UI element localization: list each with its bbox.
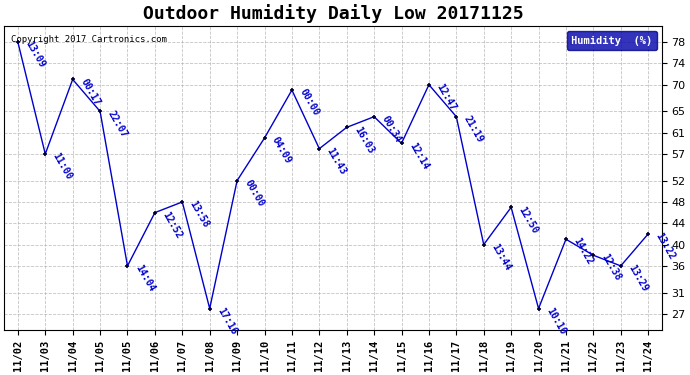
- Point: [478, 242, 489, 248]
- Text: 12:38: 12:38: [599, 252, 622, 283]
- Text: Copyright 2017 Cartronics.com: Copyright 2017 Cartronics.com: [11, 35, 166, 44]
- Text: 13:09: 13:09: [23, 39, 47, 70]
- Point: [204, 306, 215, 312]
- Text: 13:58: 13:58: [188, 199, 211, 230]
- Text: 13:22: 13:22: [653, 231, 677, 262]
- Point: [95, 108, 106, 114]
- Point: [232, 178, 243, 184]
- Point: [588, 252, 599, 258]
- Text: 21:19: 21:19: [462, 114, 485, 144]
- Point: [424, 82, 435, 88]
- Text: 16:03: 16:03: [353, 124, 375, 155]
- Point: [533, 306, 544, 312]
- Point: [341, 124, 352, 130]
- Point: [40, 151, 51, 157]
- Text: 14:04: 14:04: [133, 263, 157, 294]
- Text: 10:10: 10:10: [544, 306, 567, 336]
- Text: 00:17: 00:17: [78, 76, 101, 107]
- Text: 11:00: 11:00: [51, 151, 75, 182]
- Text: 12:50: 12:50: [517, 204, 540, 235]
- Text: 12:47: 12:47: [435, 82, 458, 112]
- Point: [177, 199, 188, 205]
- Point: [12, 39, 23, 45]
- Point: [642, 231, 653, 237]
- Text: 17:16: 17:16: [215, 306, 239, 336]
- Point: [67, 76, 78, 82]
- Text: 00:00: 00:00: [243, 178, 266, 208]
- Text: 12:52: 12:52: [161, 210, 184, 240]
- Point: [451, 114, 462, 120]
- Point: [259, 135, 270, 141]
- Text: 00:00: 00:00: [297, 87, 321, 118]
- Text: 11:43: 11:43: [325, 146, 348, 176]
- Point: [615, 263, 627, 269]
- Text: 22:07: 22:07: [106, 109, 129, 139]
- Point: [286, 87, 297, 93]
- Text: 13:44: 13:44: [489, 242, 513, 272]
- Point: [396, 140, 407, 146]
- Title: Outdoor Humidity Daily Low 20171125: Outdoor Humidity Daily Low 20171125: [143, 4, 523, 23]
- Point: [122, 263, 133, 269]
- Text: 13:29: 13:29: [627, 263, 650, 294]
- Point: [506, 204, 517, 210]
- Point: [149, 210, 160, 216]
- Point: [314, 146, 325, 152]
- Legend: Humidity  (%): Humidity (%): [567, 31, 657, 50]
- Text: 14:22: 14:22: [571, 237, 595, 267]
- Point: [368, 114, 380, 120]
- Text: 12:14: 12:14: [407, 141, 431, 171]
- Text: 04:09: 04:09: [270, 135, 293, 166]
- Text: 00:34: 00:34: [380, 114, 403, 144]
- Point: [560, 236, 571, 242]
